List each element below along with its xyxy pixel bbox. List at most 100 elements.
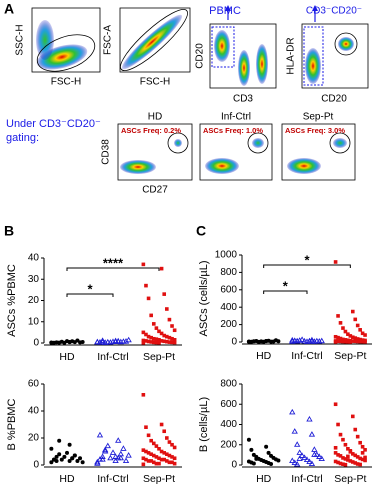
dot: [172, 461, 177, 466]
y-tick-label: 400: [220, 302, 237, 313]
dot: [269, 461, 274, 466]
dot: [363, 455, 367, 460]
dot: [162, 292, 167, 296]
dot: [65, 450, 69, 455]
y-tick-label: 0: [33, 460, 39, 471]
dot: [363, 333, 367, 337]
dot: [157, 456, 161, 461]
dot: [112, 457, 119, 463]
dot: [149, 438, 153, 443]
dot: [298, 452, 306, 458]
significance-label: ****: [103, 255, 124, 270]
dot: [149, 335, 153, 340]
flow-plot: Inf-Ctrl ASCs Freq: 1.0%: [199, 112, 273, 181]
dot: [308, 336, 316, 343]
dot: [141, 393, 146, 397]
dot: [341, 456, 345, 460]
dot: [159, 331, 164, 336]
dot: [167, 335, 172, 340]
dot: [157, 338, 161, 342]
dot: [264, 444, 269, 449]
dot: [162, 451, 167, 455]
dot: [338, 461, 343, 466]
dot: [338, 454, 343, 458]
dot: [172, 456, 177, 461]
dot: [54, 454, 59, 459]
dot: [336, 339, 340, 344]
dot: [146, 451, 151, 455]
dot: [99, 453, 106, 459]
dot: [80, 460, 85, 465]
dot: [341, 462, 345, 466]
dot: [107, 454, 114, 461]
y-tick-label: 40: [28, 253, 40, 264]
dot: [80, 339, 85, 344]
dot: [170, 340, 174, 345]
plot-title: Sep-Pt: [303, 112, 334, 123]
dot: [336, 314, 340, 318]
dot: [358, 456, 362, 461]
dot: [54, 458, 59, 463]
dot: [360, 339, 365, 344]
y-tick-label: 0: [231, 337, 237, 348]
dot: [172, 328, 177, 333]
dot: [159, 339, 164, 343]
dot: [141, 330, 146, 335]
plot-title: HD: [148, 112, 162, 123]
dot: [109, 449, 117, 455]
dot: [67, 340, 72, 345]
dot: [157, 340, 161, 345]
x-axis-label: FSC-H: [140, 77, 171, 88]
dot: [343, 442, 348, 447]
dot: [333, 260, 338, 264]
dot: [355, 323, 360, 328]
dot: [350, 309, 355, 314]
dot: [355, 462, 360, 466]
dot: [341, 437, 345, 442]
x-tick-label: HD: [59, 473, 75, 485]
dot: [346, 454, 350, 459]
dot: [149, 340, 153, 344]
dot: [57, 452, 62, 457]
dot: [333, 340, 338, 344]
dot: [251, 461, 256, 466]
y-tick-label: 800: [220, 267, 237, 278]
dot: [167, 340, 172, 344]
dot: [343, 338, 348, 342]
y-tick-label: 30: [28, 274, 40, 285]
gating-note: gating:: [6, 132, 39, 144]
dot: [172, 445, 177, 450]
x-tick-label: Sep-Pt: [143, 351, 175, 363]
dot: [151, 322, 156, 326]
dot: [341, 326, 345, 330]
dot: [151, 460, 156, 465]
significance-label: *: [87, 281, 93, 296]
dot: [49, 340, 54, 345]
dot: [165, 307, 169, 311]
dot: [296, 449, 303, 455]
dot: [170, 460, 174, 465]
dot: [165, 459, 169, 463]
dot: [246, 339, 251, 344]
dot: [350, 339, 355, 343]
dot: [355, 337, 360, 341]
dot: [341, 337, 345, 342]
dot: [167, 453, 172, 458]
dot: [336, 422, 340, 427]
dot: [264, 339, 269, 344]
dot: [348, 450, 353, 454]
flow-plot: PBMC CD20 CD3: [195, 5, 277, 105]
dot: [353, 453, 358, 458]
dot: [125, 452, 132, 458]
dot: [154, 326, 159, 330]
annotation: ASCs Freq: 0.2%: [121, 126, 181, 135]
dot: [99, 338, 106, 345]
dot: [363, 448, 367, 452]
dot: [165, 334, 169, 339]
dot: [358, 440, 362, 445]
dot: [338, 339, 343, 344]
dot: [141, 462, 146, 467]
dot: [358, 328, 362, 332]
dot: [311, 451, 318, 457]
x-tick-label: Sep-Pt: [143, 473, 175, 485]
